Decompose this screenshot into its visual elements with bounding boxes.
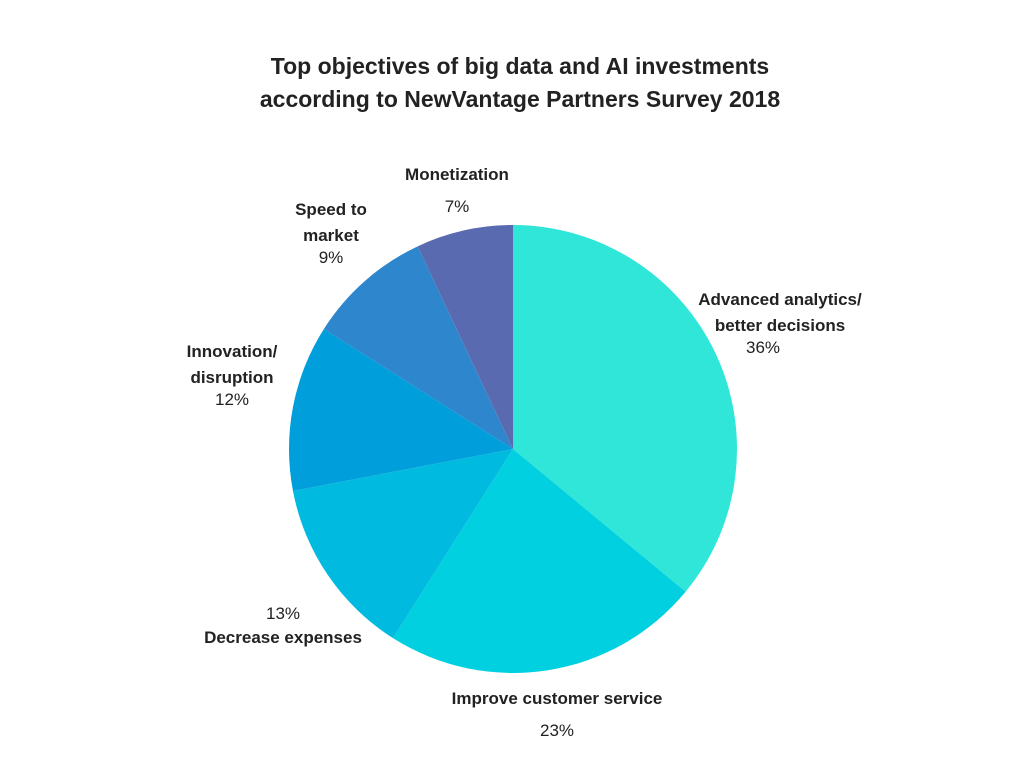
pie-slice-1	[392, 449, 686, 673]
slice-label-3: Innovation/disruption 12%	[187, 342, 278, 409]
chart-title: Top objectives of big data and AI invest…	[0, 50, 1024, 116]
slice-value-label: 13%	[266, 604, 300, 623]
slice-name-label: Decrease expenses	[204, 628, 362, 647]
slice-name-label: Innovation/	[187, 342, 278, 361]
slice-value-label: 7%	[445, 197, 470, 216]
pie-slice-5	[417, 225, 513, 449]
slice-name-label: Improve customer service	[452, 689, 663, 708]
slice-value-label: 36%	[746, 338, 780, 357]
slice-label-1: Improve customer service 23%	[452, 689, 663, 740]
slice-label-4: Speed to market 9%	[295, 200, 367, 267]
slice-name-label: better decisions	[715, 316, 845, 335]
chart-title-line-2: according to NewVantage Partners Survey …	[259, 86, 781, 112]
pie-slice-2	[292, 449, 513, 639]
slice-name-label: Advanced analytics/	[698, 290, 862, 309]
slice-label-5: Monetization 7%	[405, 165, 509, 216]
pie-slice-0	[513, 225, 737, 592]
slice-name-label: market	[303, 226, 359, 245]
slice-name-label: Monetization	[405, 165, 509, 184]
slice-value-label: 23%	[540, 721, 574, 740]
pie-slice-4	[323, 246, 513, 449]
slice-label-2: 13% Decrease expenses	[204, 604, 362, 647]
pie-labels: Advanced analytics/better decisions 36% Im…	[187, 165, 862, 740]
chart-title-line-1: Top objectives of big data and AI invest…	[270, 53, 770, 79]
slice-label-0: Advanced analytics/better decisions 36%	[698, 290, 862, 357]
slice-value-label: 12%	[215, 390, 249, 409]
pie-slices	[289, 225, 737, 673]
slice-name-label: disruption	[190, 368, 273, 387]
slice-value-label: 9%	[319, 248, 344, 267]
pie-slice-3	[289, 328, 513, 491]
slice-name-label: Speed to	[295, 200, 367, 219]
